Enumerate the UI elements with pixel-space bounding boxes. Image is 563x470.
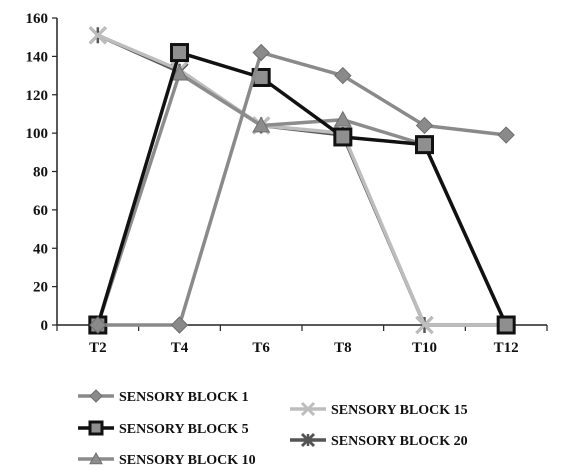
legend-label: SENSORY BLOCK 20 — [331, 434, 468, 449]
legend-label: SENSORY BLOCK 15 — [331, 403, 468, 418]
series-sensory-block-1 — [89, 43, 515, 334]
legend-item: SENSORY BLOCK 10 — [78, 451, 256, 468]
series-sensory-block-15 — [88, 26, 516, 335]
y-tick-label: 40 — [33, 241, 48, 257]
x-tick-label: T10 — [412, 340, 437, 356]
legend-marker — [300, 401, 316, 417]
data-point — [497, 126, 515, 144]
data-point — [252, 116, 271, 133]
data-point — [170, 64, 189, 81]
y-tick-label: 160 — [26, 11, 49, 27]
data-point — [170, 316, 189, 334]
data-point — [415, 135, 434, 155]
y-tick-label: 20 — [33, 280, 48, 296]
x-tick-label: T8 — [334, 340, 352, 356]
y-tick-label: 0 — [41, 318, 49, 334]
x-tick-label: T12 — [494, 340, 519, 356]
x-tick-label: T6 — [252, 340, 270, 356]
series-line — [96, 71, 508, 326]
series-sensory-block-5 — [88, 43, 516, 335]
series-line — [97, 50, 507, 327]
data-point — [496, 315, 516, 335]
legend-item: SENSORY BLOCK 15 — [290, 401, 468, 418]
series-line — [97, 33, 507, 327]
series-line — [97, 33, 507, 327]
legend-item: SENSORY BLOCK 5 — [78, 420, 249, 437]
legend-label: SENSORY BLOCK 10 — [119, 453, 256, 468]
data-point — [252, 43, 270, 62]
legend: SENSORY BLOCK 1 SENSORY BLOCK 5 SENSORY BL… — [78, 389, 468, 468]
series-line — [96, 50, 508, 326]
y-tick-label: 140 — [26, 49, 49, 65]
data-point — [333, 110, 352, 127]
legend-marker — [88, 420, 104, 436]
legend-marker — [300, 432, 316, 448]
y-tick-label: 100 — [26, 126, 49, 142]
data-point — [89, 316, 107, 334]
y-tick-label: 80 — [33, 165, 48, 181]
legend-label: SENSORY BLOCK 1 — [119, 390, 249, 405]
data-point — [88, 26, 107, 45]
series-sensory-block-20 — [88, 26, 516, 335]
data-point — [415, 315, 434, 335]
legend-item: SENSORY BLOCK 20 — [290, 432, 468, 449]
data-point — [333, 127, 353, 147]
x-tick-label: T2 — [89, 340, 107, 356]
data-point — [334, 66, 352, 85]
y-tick-label: 120 — [26, 88, 49, 104]
legend-item: SENSORY BLOCK 1 — [78, 389, 249, 405]
legend-marker — [89, 451, 103, 465]
data-point — [415, 116, 434, 135]
legend-label: SENSORY BLOCK 5 — [119, 422, 249, 437]
y-tick-label: 60 — [33, 203, 48, 219]
legend-marker — [89, 389, 103, 403]
series-layer — [88, 26, 516, 335]
axes: 0 20 40 60 80 100 120 140 160 T2 T4 T6 T8 T10 T12 — [26, 11, 548, 356]
x-tick-label: T4 — [171, 340, 189, 356]
data-point — [170, 43, 189, 63]
